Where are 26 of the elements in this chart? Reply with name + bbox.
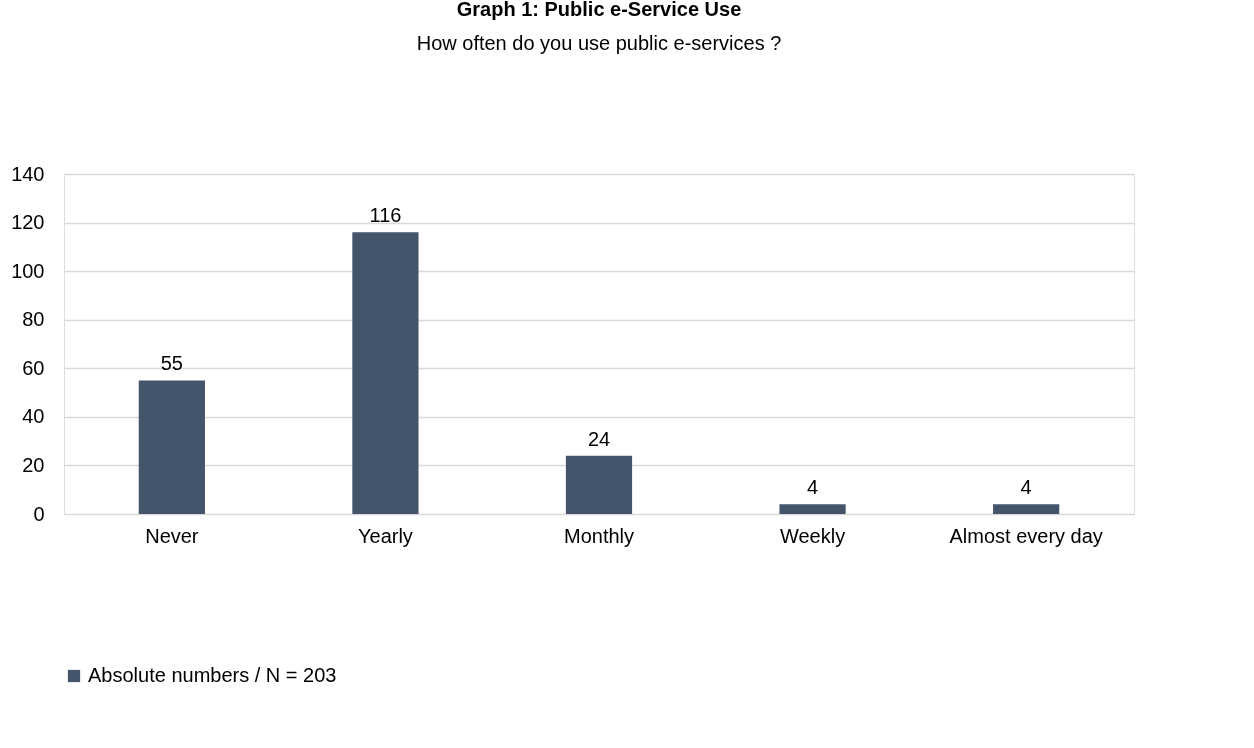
x-tick-label: Never: [145, 524, 199, 547]
y-tick-label: 120: [11, 211, 45, 234]
data-label: 4: [1020, 476, 1032, 499]
data-label: 4: [807, 476, 819, 499]
x-tick-label: Monthly: [563, 524, 635, 547]
y-tick-label: 60: [22, 356, 45, 379]
legend-label: Absolute numbers / N = 203: [88, 664, 337, 686]
x-tick-label: Yearly: [358, 524, 413, 547]
bar: [993, 504, 1060, 514]
y-tick-label: 20: [22, 453, 45, 476]
y-tick-label: 140: [11, 162, 45, 185]
bar: [352, 232, 419, 514]
bar: [779, 504, 846, 514]
x-tick-label: Weekly: [779, 524, 846, 547]
bar: [138, 380, 205, 514]
y-tick-label: 100: [11, 259, 45, 282]
data-label: 55: [160, 352, 183, 375]
y-tick-label: 40: [22, 405, 45, 428]
data-label: 24: [587, 427, 611, 450]
y-tick-label: 0: [33, 502, 45, 525]
y-tick-label: 80: [22, 308, 45, 331]
x-tick-label: Almost every day: [949, 524, 1103, 547]
bar: [565, 455, 633, 514]
data-label: 116: [369, 204, 402, 227]
chart-subtitle: How often do you use public e-services ?: [416, 32, 782, 54]
chart-title: Graph 1: Public e-Service Use: [456, 0, 742, 20]
